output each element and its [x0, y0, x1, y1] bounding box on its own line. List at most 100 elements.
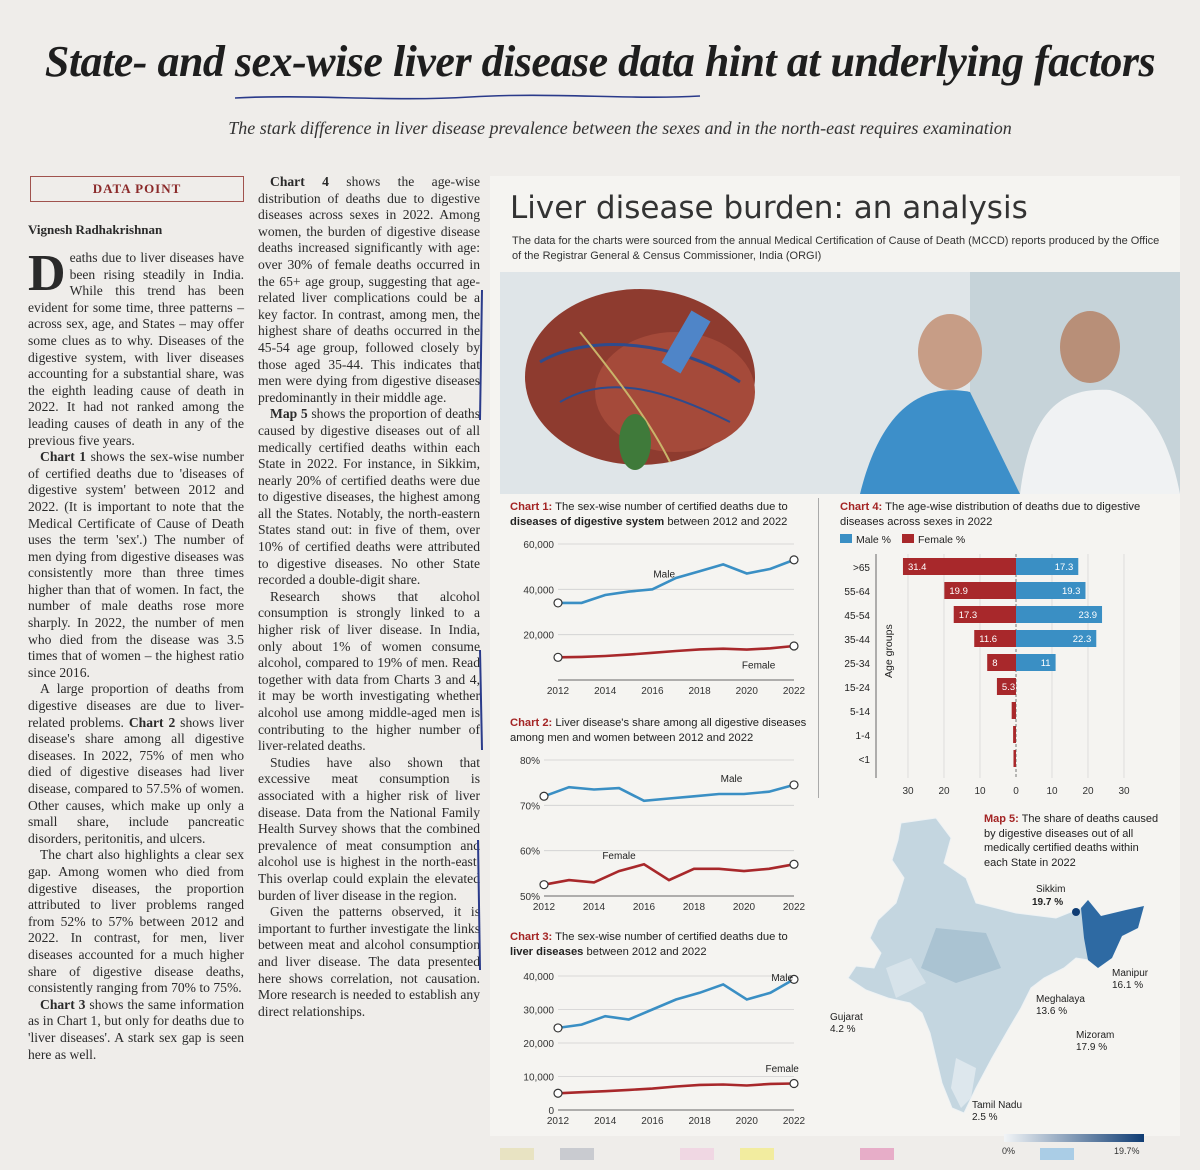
panel-divider: [818, 498, 819, 798]
category-label: 5-14: [850, 707, 870, 718]
legend-male: Male %: [856, 534, 891, 546]
col2-paragraph-5: Given the patterns observed, it is impor…: [258, 904, 480, 1019]
series-label-male: Male: [653, 569, 675, 580]
endpoint-marker: [553, 1023, 563, 1033]
category-label: <1: [859, 755, 871, 766]
category-label: 55-64: [844, 587, 870, 598]
map-label-gujarat: Gujarat: [830, 1012, 863, 1023]
endpoint-marker: [789, 974, 799, 984]
headline: State- and sex-wise liver disease data h…: [44, 37, 1156, 86]
endpoint-marker: [553, 1088, 563, 1098]
map-label-meghalaya: Meghalaya: [1036, 994, 1085, 1005]
chart3-title-text: The sex-wise number of certified deaths …: [552, 931, 788, 943]
bar-label-male: 23.9: [1079, 610, 1098, 621]
map-scale-min: 0%: [1002, 1146, 1015, 1156]
pen-underline: [234, 94, 701, 100]
map-value-sikkim: 19.7 %: [1032, 897, 1063, 908]
series-label-female: Female: [742, 660, 776, 671]
col2-paragraph-1: shows the age-wise distribution of death…: [258, 174, 480, 405]
panel-source-note: The data for the charts were sourced fro…: [512, 235, 1160, 262]
chart3-svg: 0 10,000 20,000 30,000 40,000 2012 2014 2016 201…: [523, 972, 805, 1127]
y-tick-label: 20,000: [523, 631, 554, 642]
chart1-title-bold: diseases of digestive system: [510, 515, 665, 528]
bar-female: [1013, 726, 1016, 743]
legend-female: Female %: [918, 534, 965, 546]
x-tick-label: 10: [974, 786, 986, 797]
map-value-gujarat: 4.2 %: [830, 1024, 856, 1035]
map-value-manipur: 16.1 %: [1112, 980, 1143, 991]
pen-margin-marks: [477, 289, 483, 971]
bar-female: [1013, 750, 1016, 767]
category-label: 45-54: [844, 611, 870, 622]
chart4-title: Chart 4: The age-wise distribution of de…: [840, 500, 1160, 529]
chart3-ref: Chart 3: [40, 996, 86, 1012]
series-line-male: [558, 558, 795, 605]
chart3-title: Chart 3: The sex-wise number of certifie…: [510, 930, 810, 959]
bar-label-female: 11.6: [979, 634, 997, 645]
bar-label-female: 5.3: [1002, 682, 1015, 693]
col1-paragraph-3c: shows liver disease's share among all di…: [28, 714, 245, 846]
col1-paragraph-4: The chart also highlights a clear sex ga…: [28, 847, 244, 996]
chart1-svg: 20,000 40,000 60,000 2012 2014 2016 2018 2020 20…: [523, 540, 805, 697]
series-line-female: [557, 644, 795, 659]
chart2-title-text: Liver disease's share among all digestiv…: [510, 717, 807, 744]
chart2-svg: 50% 60% 70% 80% 2012 2014 2016 2018 2020 2022 Male…: [520, 756, 806, 913]
print-mark-lightyellow: [740, 1148, 774, 1160]
map5-title: Map 5: The share of deaths caused by dig…: [984, 812, 1164, 870]
x-tick-label: 2020: [733, 902, 756, 913]
legend-swatch-female: [902, 534, 914, 543]
chart4-title-text: The age-wise distribution of deaths due …: [840, 501, 1141, 528]
legend-swatch-male: [840, 534, 852, 543]
endpoint-marker: [539, 791, 549, 801]
bar-male: [1016, 630, 1097, 647]
author-byline: Vignesh Radhakrishnan: [28, 222, 163, 237]
map-scale-max: 19.7%: [1114, 1146, 1140, 1156]
bar-male: [1016, 558, 1079, 575]
bar-female: [944, 582, 1016, 599]
bar-label-female: 17.3: [959, 610, 978, 621]
map-label-mizoram: Mizoram: [1076, 1030, 1114, 1041]
y-tick-label: 20,000: [523, 1039, 554, 1050]
chart3-title-bold: liver diseases: [510, 945, 584, 958]
bar-label-female: 19.9: [949, 586, 968, 597]
col1-paragraph-1: eaths due to liver diseases have been ri…: [28, 250, 244, 448]
chart1-title-text: The sex-wise number of certified deaths …: [552, 501, 788, 513]
x-tick-label: 20: [1082, 786, 1094, 797]
bar-female: [902, 558, 1016, 575]
chart3-label: Chart 3:: [510, 931, 553, 943]
y-tick-label: 60,000: [523, 540, 554, 551]
category-label: 15-24: [844, 683, 870, 694]
col2-paragraph-4: Studies have also shown that excessive m…: [258, 754, 480, 903]
bar-label-male: 19.3: [1062, 586, 1081, 597]
category-label: >65: [853, 563, 870, 574]
series-line-male: [543, 783, 795, 803]
chart4-label: Chart 4:: [840, 501, 883, 513]
endpoint-marker: [789, 859, 799, 869]
map-value-meghalaya: 13.6 %: [1036, 1006, 1067, 1017]
northeast-region: [1081, 900, 1144, 968]
photo-illustration: [500, 272, 1180, 494]
bar-label-male: 17.3: [1055, 562, 1074, 573]
col2-paragraph-3: Research shows that alcohol consumption …: [258, 588, 480, 754]
map5-title-text: The share of deaths caused by digestive …: [984, 813, 1159, 869]
chart3-title-tail: between 2012 and 2022: [583, 945, 707, 958]
article-column-2: Chart 4 shows the age-wise distribution …: [258, 174, 480, 1164]
bar-female: [953, 606, 1016, 623]
x-tick-label: 2018: [688, 1116, 711, 1127]
series-label-male: Male: [771, 973, 793, 984]
bar-label-female: 31.4: [908, 562, 927, 573]
endpoint-marker: [539, 880, 549, 890]
endpoint-marker: [553, 652, 563, 662]
series-line-female: [543, 862, 795, 886]
chart2-label: Chart 2:: [510, 717, 553, 729]
print-mark-yellow: [500, 1148, 534, 1160]
series-label-female: Female: [766, 1064, 800, 1075]
chart1-label: Chart 1:: [510, 501, 553, 513]
y-tick-label: 40,000: [523, 972, 554, 983]
panel-title: Liver disease burden: an analysis: [510, 190, 1028, 226]
subheadline: The stark difference in liver disease pr…: [228, 118, 1012, 138]
endpoint-marker: [553, 598, 563, 608]
bar-female: [996, 678, 1016, 695]
map5-svg: Sikkim 19.7 % Manipur 16.1 % Meghalaya 1…: [830, 817, 1149, 1156]
chart4-ref: Chart 4: [270, 174, 329, 189]
